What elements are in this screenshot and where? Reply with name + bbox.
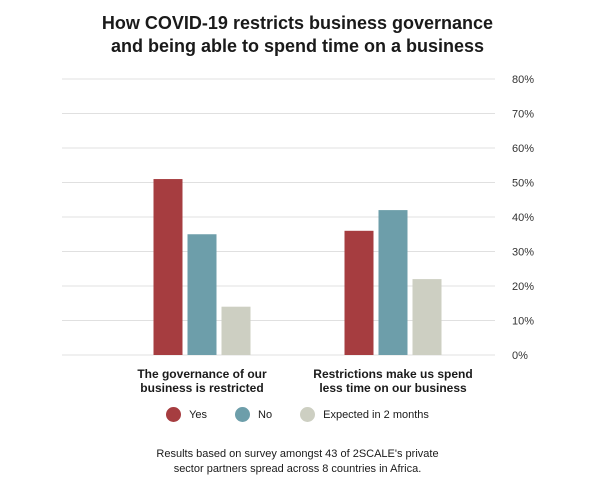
legend-item-no: No <box>235 407 272 422</box>
y-tick-label: 80% <box>512 74 534 86</box>
y-tick-label: 60% <box>512 143 534 155</box>
legend-label-no: No <box>258 408 273 421</box>
footnote: Results based on survey amongst 43 of 2S… <box>0 447 595 477</box>
y-tick-label: 30% <box>512 247 534 259</box>
y-tick-label: 70% <box>512 109 534 121</box>
chart-title-line-2: and being able to spend time on a busine… <box>110 36 485 56</box>
bar-expected-in-2-months <box>412 279 442 355</box>
legend-label-yes: Yes <box>189 408 208 421</box>
bar-yes <box>153 179 183 355</box>
legend-item-expected: Expected in 2 months <box>300 407 429 422</box>
footnote-line-2: sector partners spread across 8 countrie… <box>173 463 422 475</box>
y-tick-label: 10% <box>512 316 534 328</box>
y-tick-label: 40% <box>512 212 534 224</box>
legend-item-yes: Yes <box>166 407 207 422</box>
footnote-line-1: Results based on survey amongst 43 of 2S… <box>156 448 439 460</box>
bar-no <box>378 210 408 355</box>
legend: Yes No Expected in 2 months <box>0 407 595 422</box>
category-label: Restrictions make us spend <box>313 367 472 381</box>
bar-chart: 0% 10% 20% 30% 40% 50% 60% 70% 80% The governance… <box>62 74 534 395</box>
legend-label-expected: Expected in 2 months <box>323 408 429 421</box>
category-label: business is restricted <box>140 381 263 395</box>
bar-no <box>187 234 217 355</box>
category-label: The governance of our <box>137 367 267 381</box>
legend-swatch-yes <box>166 407 182 422</box>
bar-expected-in-2-months <box>221 306 251 355</box>
y-tick-label: 0% <box>512 350 528 362</box>
chart-title: How COVID-19 restricts business governan… <box>0 12 595 58</box>
bar-yes <box>344 230 374 355</box>
legend-swatch-expected <box>300 407 316 422</box>
chart-title-line-1: How COVID-19 restricts business governan… <box>101 13 494 33</box>
y-tick-label: 50% <box>512 178 534 190</box>
y-tick-label: 20% <box>512 281 534 293</box>
legend-swatch-no <box>235 407 251 422</box>
category-label: less time on our business <box>319 381 467 395</box>
